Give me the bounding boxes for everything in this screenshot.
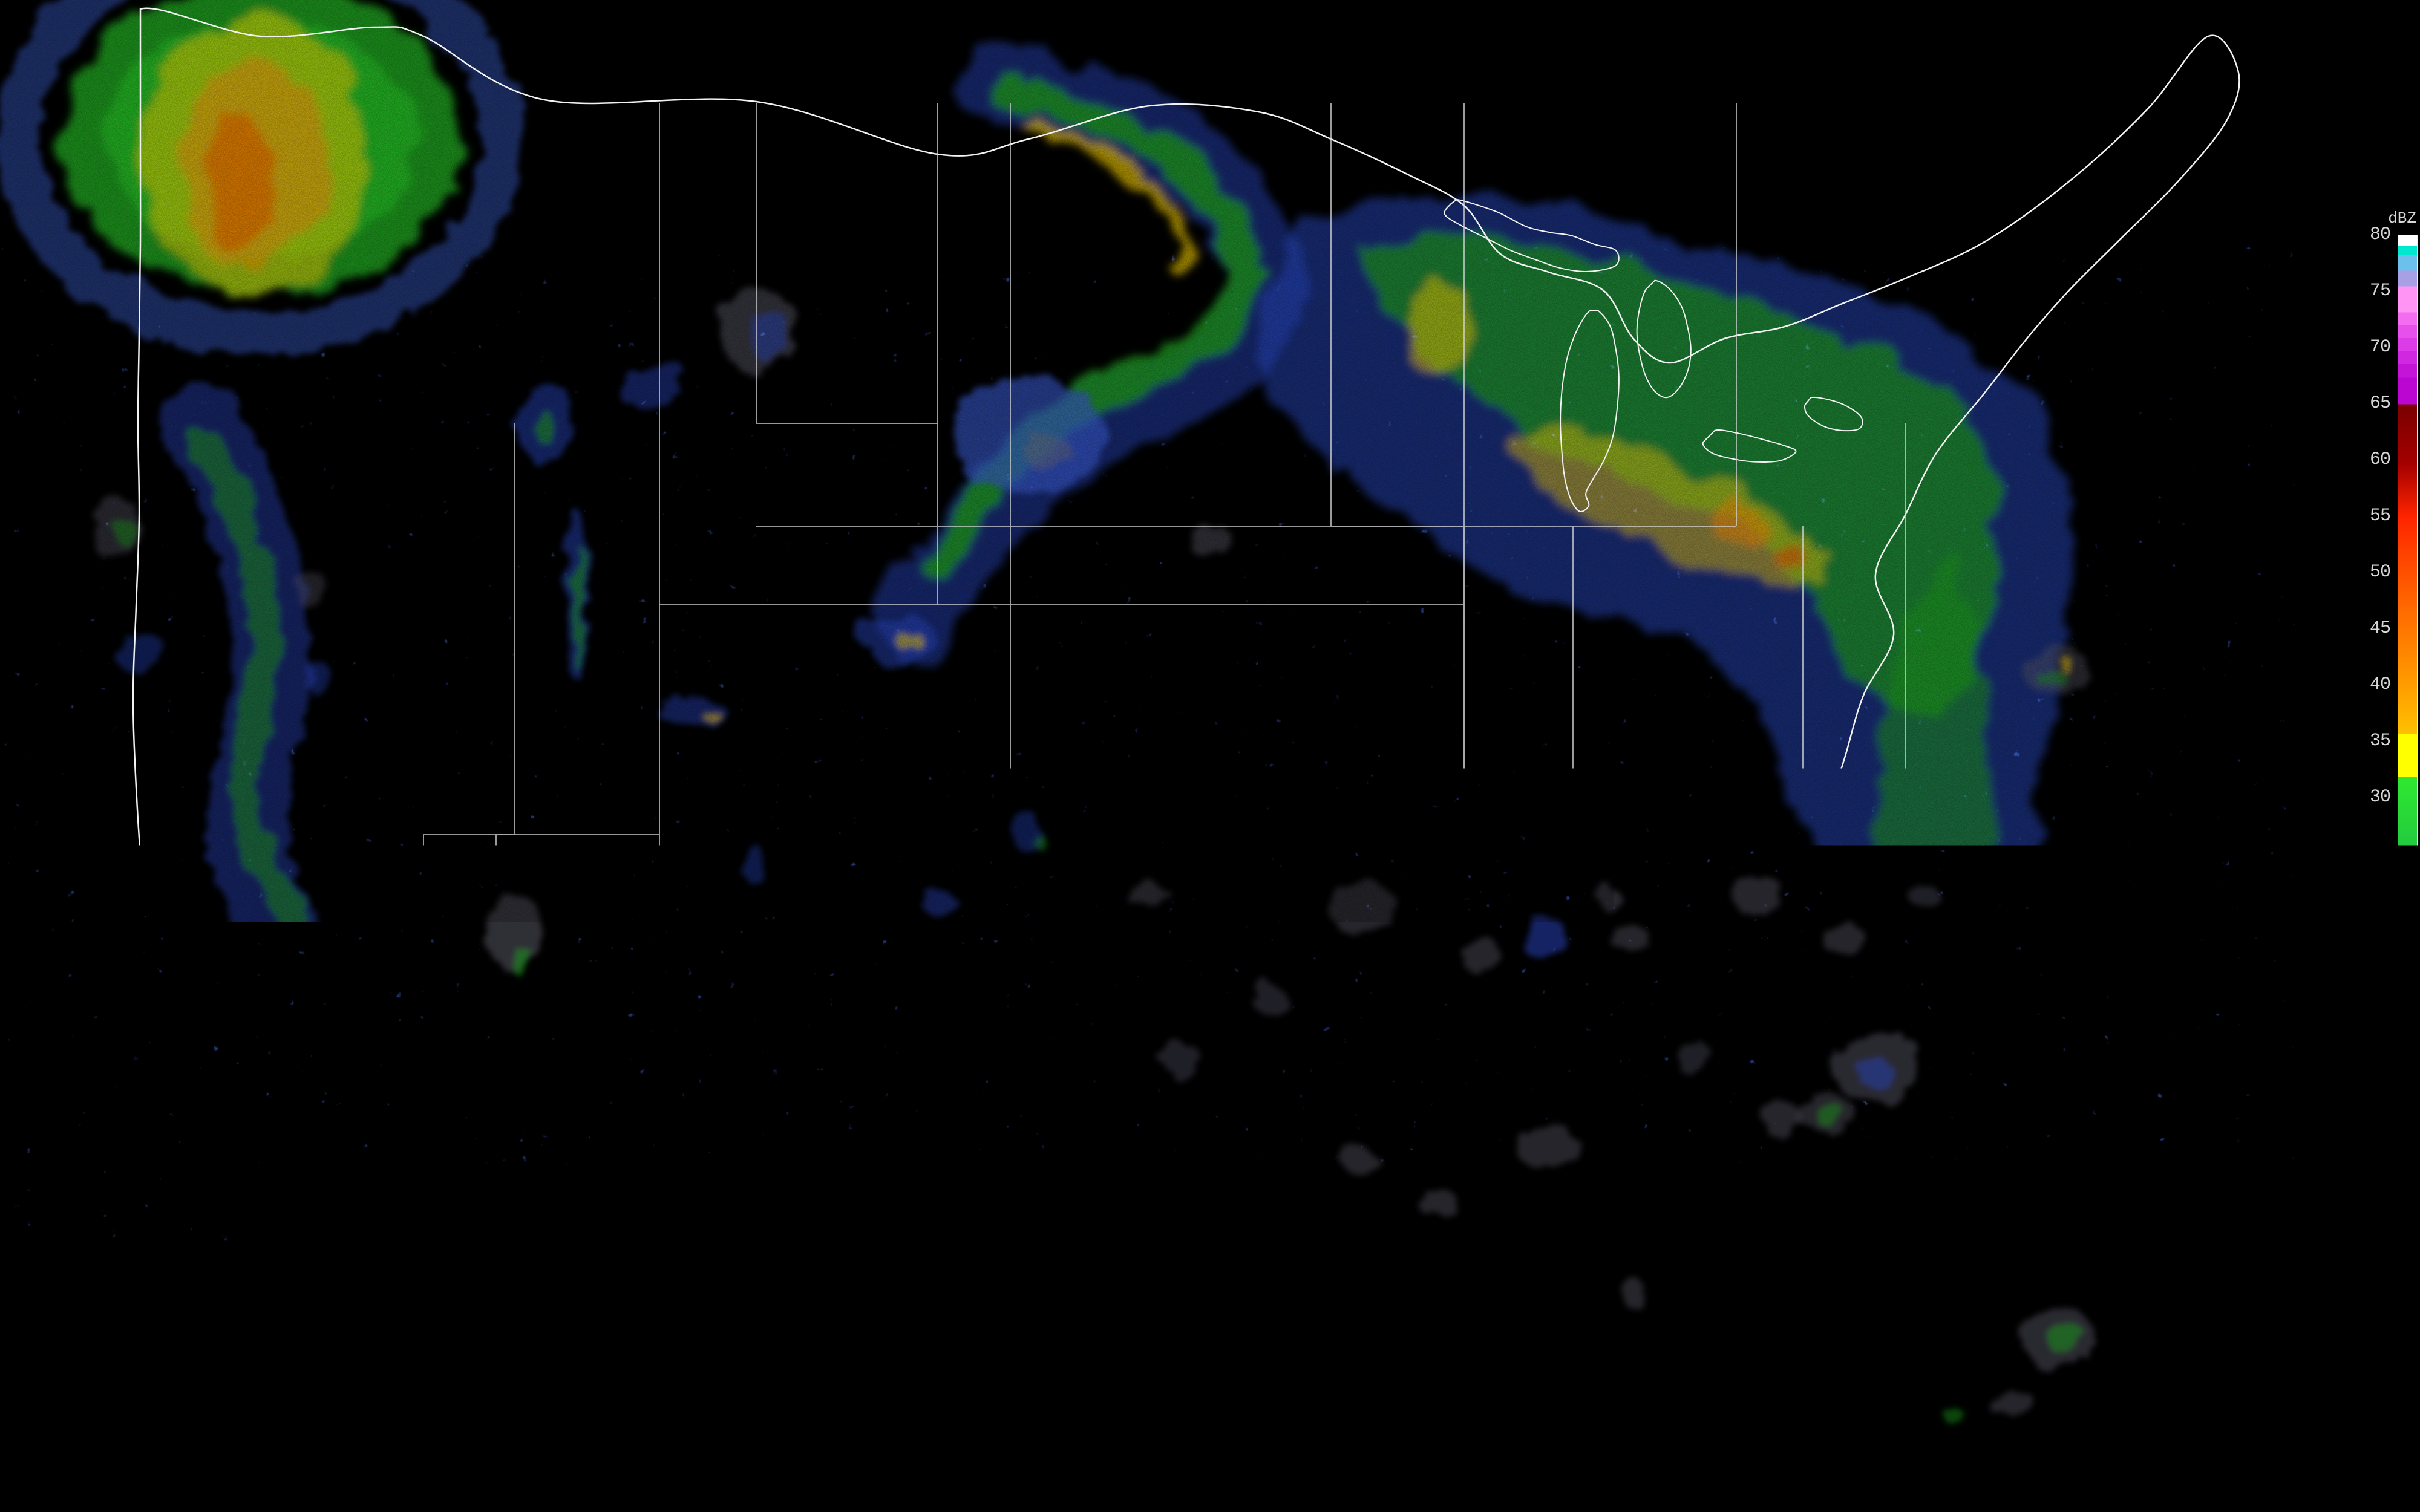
svg-text:NIU: NIU bbox=[11, 1466, 27, 1476]
